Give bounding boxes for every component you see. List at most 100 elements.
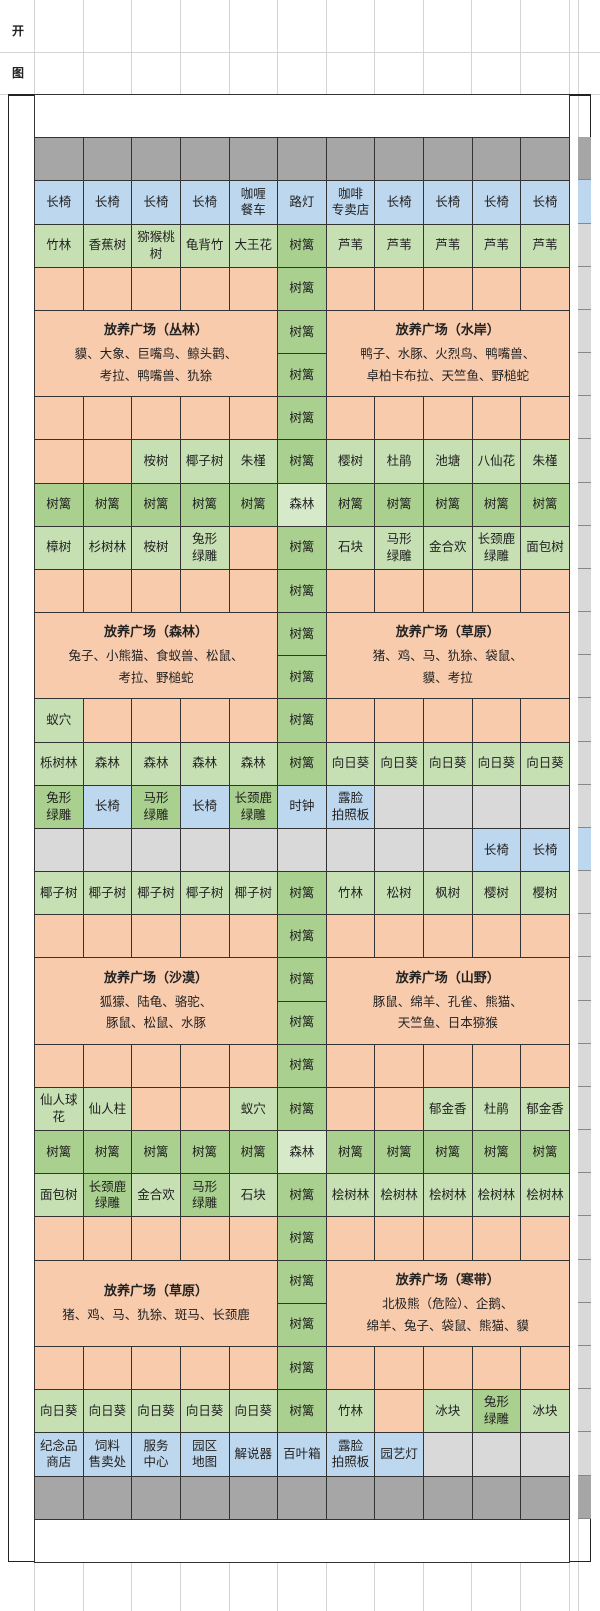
map-cell[interactable]: 松树	[375, 872, 424, 916]
map-cell[interactable]: 樟树	[35, 526, 84, 570]
map-cell[interactable]: 路灯	[278, 181, 327, 225]
empty-cell[interactable]	[424, 1217, 473, 1261]
empty-cell[interactable]	[35, 1476, 84, 1520]
map-cell[interactable]: 树篱	[326, 1131, 376, 1175]
empty-cell[interactable]	[521, 1044, 570, 1088]
map-cell[interactable]: 树篱	[278, 1260, 327, 1304]
map-cell[interactable]: 树篱	[278, 742, 327, 786]
empty-cell[interactable]	[521, 397, 570, 441]
empty-cell[interactable]	[326, 138, 376, 182]
map-cell[interactable]: 树篱	[278, 613, 327, 657]
map-cell[interactable]: 竹林	[35, 224, 84, 268]
empty-cell[interactable]	[375, 267, 424, 311]
empty-cell[interactable]	[278, 1476, 327, 1520]
map-cell[interactable]: 芦苇	[472, 224, 522, 268]
empty-cell[interactable]	[229, 397, 279, 441]
empty-cell[interactable]	[472, 397, 522, 441]
empty-cell[interactable]	[375, 1217, 424, 1261]
plaza-area[interactable]: 放养广场（沙漠） 狐獴、陆龟、骆驼、 豚鼠、松鼠、水豚	[35, 958, 279, 1045]
empty-cell[interactable]	[35, 1346, 84, 1391]
plaza-area[interactable]: 放养广场（草原） 猪、鸡、马、犰狳、斑马、长颈鹿	[35, 1260, 279, 1347]
map-cell[interactable]: 树篱	[83, 483, 133, 527]
map-cell[interactable]: 树篱	[521, 1131, 570, 1175]
map-cell[interactable]: 森林	[83, 742, 133, 786]
empty-cell[interactable]	[180, 699, 230, 743]
empty-cell[interactable]	[132, 1217, 181, 1261]
map-cell[interactable]: 椰子树	[229, 872, 279, 916]
map-cell[interactable]: 椰子树	[83, 872, 133, 916]
map-cell[interactable]: 树篱	[180, 1131, 230, 1175]
map-cell[interactable]: 长椅	[83, 785, 133, 829]
map-cell[interactable]: 马形 绿雕	[375, 526, 424, 570]
map-cell[interactable]: 树篱	[278, 224, 327, 268]
empty-cell[interactable]	[180, 1476, 230, 1520]
empty-cell[interactable]	[424, 138, 473, 182]
map-cell[interactable]: 朱槿	[229, 440, 279, 484]
map-cell[interactable]: 森林	[278, 483, 327, 527]
empty-cell[interactable]	[326, 1044, 376, 1088]
empty-cell[interactable]	[472, 1044, 522, 1088]
empty-cell[interactable]	[424, 569, 473, 614]
map-cell[interactable]: 金合欢	[132, 1174, 181, 1218]
empty-cell[interactable]	[132, 397, 181, 441]
map-cell[interactable]: 树篱	[278, 267, 327, 311]
map-cell[interactable]: 长椅	[132, 181, 181, 225]
empty-cell[interactable]	[424, 1346, 473, 1391]
map-cell[interactable]: 森林	[278, 1131, 327, 1175]
map-cell[interactable]: 树篱	[35, 1131, 84, 1175]
map-cell[interactable]: 咖啡 专卖店	[326, 181, 376, 225]
empty-cell[interactable]	[229, 828, 279, 873]
map-cell[interactable]: 森林	[132, 742, 181, 786]
map-cell[interactable]: 枫树	[424, 872, 473, 916]
map-cell[interactable]: 向日葵	[229, 1390, 279, 1434]
empty-cell[interactable]	[326, 569, 376, 614]
map-cell[interactable]: 竹林	[326, 872, 376, 916]
empty-cell[interactable]	[521, 1217, 570, 1261]
map-cell[interactable]: 郁金香	[521, 1087, 570, 1132]
empty-cell[interactable]	[35, 440, 84, 484]
empty-cell[interactable]	[472, 1346, 522, 1391]
empty-cell[interactable]	[132, 1346, 181, 1391]
map-cell[interactable]: 桧树林	[375, 1174, 424, 1218]
empty-cell[interactable]	[326, 1476, 376, 1520]
map-cell[interactable]: 长椅	[83, 181, 133, 225]
map-cell[interactable]: 树篱	[278, 1087, 327, 1132]
map-cell[interactable]: 树篱	[278, 1174, 327, 1218]
empty-cell[interactable]	[83, 1217, 133, 1261]
empty-cell[interactable]	[229, 1346, 279, 1391]
map-cell[interactable]: 咖喱 餐车	[229, 181, 279, 225]
empty-cell[interactable]	[326, 267, 376, 311]
map-cell[interactable]: 杜鹃	[375, 440, 424, 484]
map-cell[interactable]: 郁金香	[424, 1087, 473, 1132]
empty-cell[interactable]	[472, 569, 522, 614]
map-cell[interactable]: 冰块	[424, 1390, 473, 1434]
map-cell[interactable]: 石块	[326, 526, 376, 570]
empty-cell[interactable]	[35, 569, 84, 614]
map-cell[interactable]: 时钟	[278, 785, 327, 829]
map-cell[interactable]: 树篱	[278, 1346, 327, 1391]
empty-cell[interactable]	[375, 699, 424, 743]
map-cell[interactable]: 园区 地图	[180, 1433, 230, 1477]
empty-cell[interactable]	[132, 915, 181, 959]
map-cell[interactable]: 向日葵	[375, 742, 424, 786]
map-cell[interactable]: 森林	[229, 742, 279, 786]
map-cell[interactable]: 桧树林	[472, 1174, 522, 1218]
empty-cell[interactable]	[521, 138, 570, 182]
map-cell[interactable]: 仙人柱	[83, 1087, 133, 1132]
map-cell[interactable]: 龟背竹	[180, 224, 230, 268]
empty-cell[interactable]	[83, 1346, 133, 1391]
empty-cell[interactable]	[375, 569, 424, 614]
empty-cell[interactable]	[83, 569, 133, 614]
map-cell[interactable]: 树篱	[180, 483, 230, 527]
empty-cell[interactable]	[83, 138, 133, 182]
plaza-area[interactable]: 放养广场（森林） 兔子、小熊猫、食蚁兽、松鼠、 考拉、野槌蛇	[35, 613, 279, 700]
map-cell[interactable]: 树篱	[375, 1131, 424, 1175]
map-cell[interactable]: 长颈鹿 绿雕	[83, 1174, 133, 1218]
map-cell[interactable]: 朱槿	[521, 440, 570, 484]
map-cell[interactable]: 长颈鹿 绿雕	[472, 526, 522, 570]
map-cell[interactable]: 芦苇	[424, 224, 473, 268]
map-cell[interactable]: 树篱	[424, 483, 473, 527]
map-cell[interactable]: 树篱	[278, 526, 327, 570]
empty-cell[interactable]	[132, 267, 181, 311]
empty-cell[interactable]	[35, 95, 570, 139]
